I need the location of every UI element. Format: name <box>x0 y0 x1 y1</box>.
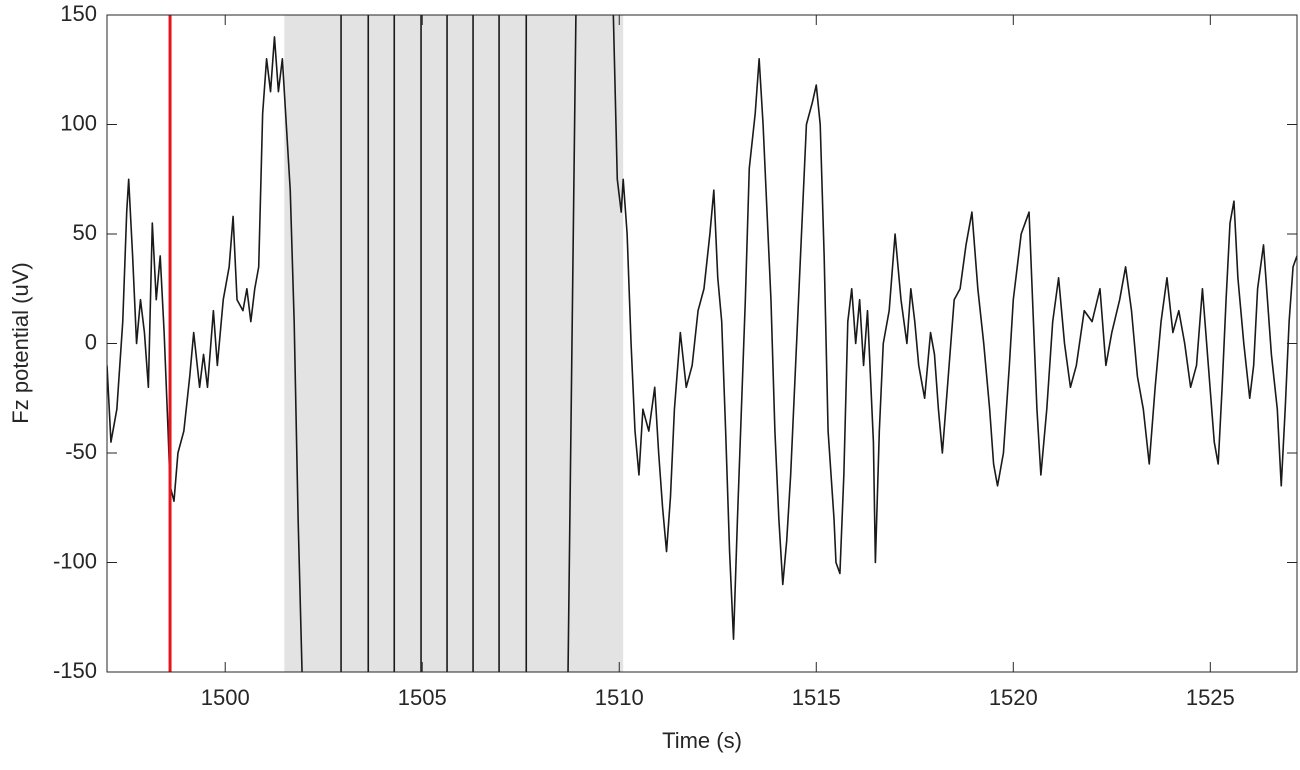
x-tick-label: 1500 <box>201 685 250 710</box>
x-tick-label: 1520 <box>989 685 1038 710</box>
y-tick-label: -50 <box>65 439 97 464</box>
x-tick-label: 1515 <box>792 685 841 710</box>
signal-line <box>107 15 1297 672</box>
y-tick-label: 100 <box>60 110 97 135</box>
x-tick-label: 1525 <box>1186 685 1235 710</box>
y-axis-label: Fz potential (uV) <box>8 262 33 423</box>
y-tick-label: 150 <box>60 1 97 26</box>
y-tick-label: -150 <box>53 658 97 683</box>
y-tick-label: 50 <box>73 220 97 245</box>
x-tick-label: 1505 <box>398 685 447 710</box>
y-tick-label: 0 <box>85 329 97 354</box>
plot-area <box>107 15 1297 672</box>
x-tick-label: 1510 <box>595 685 644 710</box>
x-axis-label: Time (s) <box>662 728 742 753</box>
y-tick-label: -100 <box>53 548 97 573</box>
